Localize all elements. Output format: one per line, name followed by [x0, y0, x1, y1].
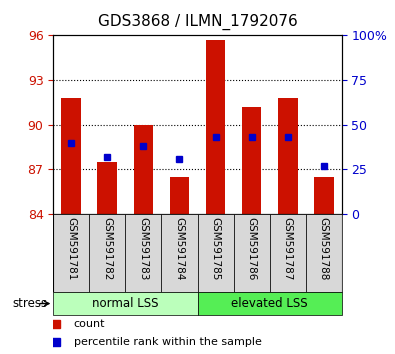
Bar: [198, 214, 233, 292]
Bar: [198, 292, 342, 315]
Bar: [314, 177, 333, 214]
Text: GSM591785: GSM591785: [211, 217, 220, 281]
Text: stress: stress: [12, 297, 47, 310]
Text: GSM591787: GSM591787: [282, 217, 293, 281]
Bar: [89, 214, 126, 292]
Text: GSM591783: GSM591783: [138, 217, 149, 281]
Text: GSM591788: GSM591788: [319, 217, 329, 281]
Bar: [162, 214, 198, 292]
Bar: [98, 162, 117, 214]
Bar: [242, 107, 261, 214]
Bar: [53, 292, 198, 315]
Text: GSM591781: GSM591781: [66, 217, 76, 281]
Bar: [134, 125, 153, 214]
Text: GDS3868 / ILMN_1792076: GDS3868 / ILMN_1792076: [98, 14, 297, 30]
Bar: [233, 214, 270, 292]
Bar: [62, 98, 81, 214]
Text: normal LSS: normal LSS: [92, 297, 159, 310]
Bar: [278, 98, 297, 214]
Bar: [270, 214, 306, 292]
Text: percentile rank within the sample: percentile rank within the sample: [73, 337, 261, 347]
Bar: [126, 214, 162, 292]
Bar: [306, 214, 342, 292]
Text: elevated LSS: elevated LSS: [231, 297, 308, 310]
Bar: [169, 177, 189, 214]
Text: GSM591786: GSM591786: [246, 217, 257, 281]
Bar: [53, 214, 89, 292]
Text: GSM591784: GSM591784: [175, 217, 184, 281]
Text: count: count: [73, 319, 105, 329]
Text: GSM591782: GSM591782: [102, 217, 113, 281]
Bar: [206, 40, 226, 214]
